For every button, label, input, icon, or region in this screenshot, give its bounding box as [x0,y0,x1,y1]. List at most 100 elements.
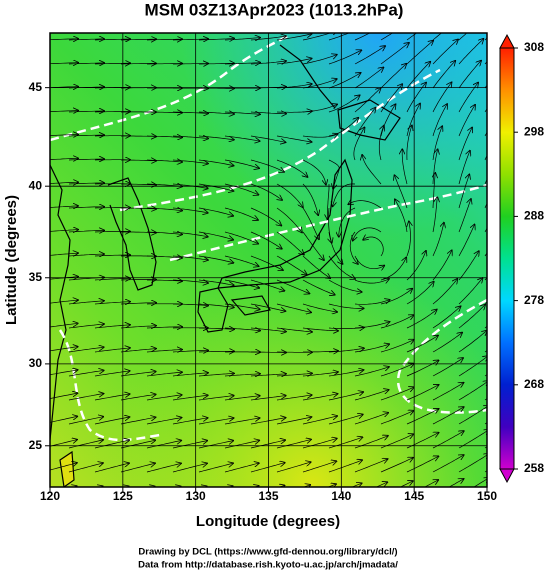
streamline [50,158,78,160]
colorbar-tick-label: 298 [524,124,544,138]
streamline [432,333,462,353]
streamline [68,230,104,232]
streamline [94,63,130,64]
streamline [328,95,360,113]
streamline [458,251,479,281]
streamline [402,149,408,185]
streamline [172,463,207,473]
streamline [68,440,103,449]
streamline [50,277,78,280]
streamline [354,68,383,89]
streamline [121,184,156,185]
grid [50,33,487,487]
streamline [50,206,78,208]
streamline [432,251,452,281]
streamline [250,231,282,249]
streamline [458,331,487,353]
y-axis-label: Latitude (degrees) [3,195,20,325]
streamline [198,231,233,240]
y-tick-label: 40 [29,178,43,192]
map-area [50,33,540,496]
streamline [68,63,104,64]
streamline [302,439,337,449]
streamline [353,227,382,241]
streamline [120,280,156,281]
streamline [94,440,129,449]
streamline [224,112,260,114]
streamline [198,255,233,263]
streamline [380,84,402,113]
streamline [432,33,442,41]
streamline [302,79,337,89]
streamline [224,396,260,401]
streamline [328,159,340,189]
streamline [380,33,394,41]
streamline [406,385,439,401]
streamline [146,160,182,162]
streamline [146,350,182,353]
streamline [458,39,483,65]
streamline [458,225,475,257]
streamline [50,393,77,399]
streamline [68,417,103,425]
streamline [146,441,181,449]
streamline [276,417,311,425]
streamline [224,328,260,331]
streamline [351,483,362,487]
streamline [302,372,338,377]
streamline [363,237,384,257]
streamline [199,63,234,64]
streamline [380,387,414,401]
streamline [68,207,104,208]
streamline [50,230,78,232]
y-tick-label: 30 [29,356,43,370]
axes: 120 125 130 135 140 145 150 25 30 35 40 45 [29,80,498,503]
streamline [327,184,329,219]
streamline [302,183,318,215]
streamline [120,349,156,353]
streamline [406,251,426,281]
streamline [380,289,412,305]
streamline [378,126,384,161]
streamline [94,371,130,377]
streamline [172,207,208,213]
streamline [511,476,540,496]
streamline [250,279,284,291]
streamline [406,41,433,65]
streamline [328,303,364,308]
isobars [50,33,487,442]
x-tick-label: 145 [404,489,424,503]
streamline [432,407,464,425]
streamline [250,440,285,449]
streamline [94,278,130,280]
streamline [120,372,156,377]
streamline [198,441,233,449]
streamline [302,159,326,185]
streamline [50,440,77,447]
streamline [328,348,364,353]
streamline [276,231,304,255]
streamline [302,55,337,65]
streamline [224,440,259,449]
streamline [50,182,78,184]
streamline [146,232,182,234]
y-tick-label: 45 [29,80,43,94]
streamline [276,135,312,142]
streamline [432,306,461,329]
streamline [172,441,207,449]
streamline [302,394,337,401]
streamline [354,255,384,269]
streamline [302,207,319,239]
streamline [328,231,343,264]
streamline [198,183,233,191]
streamline [406,456,438,473]
streamline [432,279,457,305]
colorbar-extend-top [499,33,515,49]
streamline [198,135,234,140]
streamline [302,255,330,278]
streamline [198,463,233,473]
streamline [224,38,260,40]
streamline [432,40,458,65]
streamline [94,417,129,425]
